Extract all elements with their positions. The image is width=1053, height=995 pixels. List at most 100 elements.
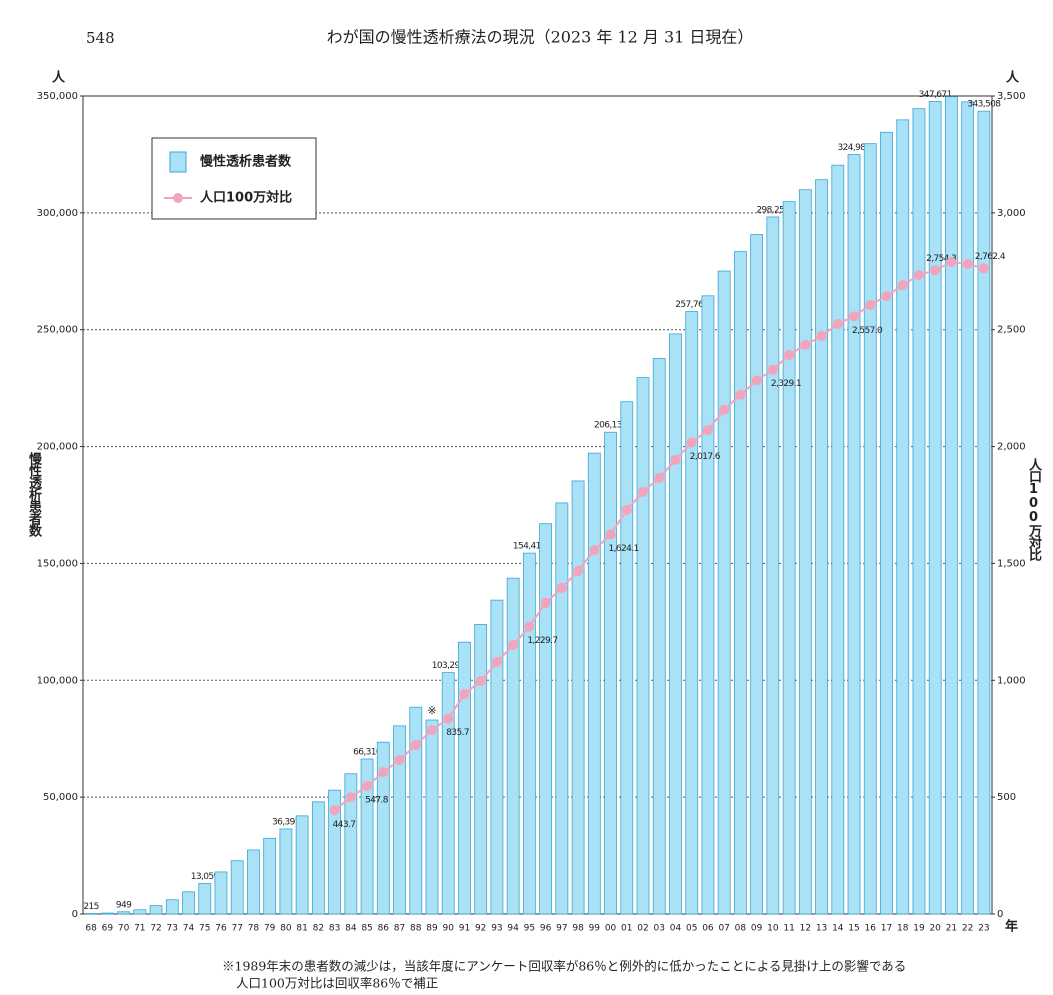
bar [393,725,406,915]
plot-frame [82,95,993,915]
line-point [702,424,713,435]
x-tick-label: 14 [832,924,844,934]
line-point [540,597,551,608]
x-tick-label: 02 [637,924,648,934]
bar [425,719,439,915]
bar [311,801,325,915]
bar [945,96,958,915]
line-point [751,375,762,386]
line-point [426,725,437,736]
x-tick-label: 91 [459,924,470,934]
bar [84,913,98,915]
bar [198,883,212,915]
line-point [654,472,665,483]
x-tick-label: 73 [167,924,178,934]
x-tick-label: 77 [231,924,242,934]
x-tick-label: 03 [654,924,665,934]
line-value-label: 2,762.4 [975,252,1006,262]
line-point [378,767,389,778]
x-tick-label: 19 [913,924,925,934]
bar-value-label: 154,413 [513,542,546,552]
y-tick-label: 300,000 [37,208,78,219]
line-point [459,689,470,700]
line-point [978,263,989,274]
bar-value-label: 324,986 [838,143,872,153]
bar [636,377,650,915]
bar [717,270,731,915]
bar [555,502,569,915]
bar [133,909,147,915]
x-tick-label: 10 [767,924,779,934]
line-point [362,780,373,791]
line-value-label: 547.8 [365,795,389,805]
bar [117,911,130,915]
line-point [638,486,649,497]
line-point [800,339,811,350]
y-tick-label: 100,000 [37,675,78,686]
line-point [410,740,421,751]
x-tick-label: 98 [572,924,584,934]
line-point [832,318,843,329]
y2-tick-label: 2,000 [997,442,1026,453]
line-point [719,404,730,415]
line-point [735,389,746,400]
line-value-label: 443.7 [333,820,356,830]
bar-value-label: 66,310 [353,748,382,758]
y-tick-label: 250,000 [37,325,78,336]
line-point [767,364,778,375]
x-tick-label: 79 [264,924,276,934]
bar [912,108,926,915]
bar [766,216,780,915]
y-tick-label: 350,000 [37,91,78,102]
legend-label: 慢性透析患者数 [200,154,292,170]
x-tick-label: 07 [718,924,729,934]
line-point [621,504,632,515]
line-point [962,259,973,270]
bar [100,912,114,915]
line-value-label: 2,754.3 [926,254,956,264]
line-value-label: 1,229.7 [527,636,557,646]
x-tick-label: 86 [378,924,390,934]
x-tick-label: 06 [702,924,714,934]
line-point [686,437,697,448]
line-point [508,639,519,650]
line-point [475,675,486,686]
line-point [930,265,941,276]
bar [847,154,861,915]
line-point [345,792,356,803]
line-point [605,529,616,540]
bar [295,815,309,915]
y2-tick-label: 3,000 [997,208,1026,219]
x-tick-label: 82 [313,924,324,934]
bar [571,480,585,915]
bar [165,899,179,915]
bar [604,431,617,915]
bar [685,311,699,915]
line-point [881,291,892,302]
bar [328,789,342,915]
x-tick-label: 71 [134,924,145,934]
line-point [329,805,340,816]
bar [409,706,423,915]
x-tick-label: 97 [556,924,567,934]
x-tick-label: 74 [183,924,195,934]
y2-tick-label: 0 [997,909,1003,920]
line-value-label: 2,017.6 [690,452,721,462]
bar [230,860,244,915]
x-tick-label: 87 [394,924,405,934]
bar [928,101,942,915]
x-axis-title: 年 [1005,919,1018,935]
x-tick-label: 95 [524,924,535,934]
x-tick-label: 69 [102,924,114,934]
y2-tick-label: 3,500 [997,91,1026,102]
footnote: 人口100万対比は回収率86％で補正 [236,976,438,991]
y2-tick-label: 2,500 [997,325,1026,336]
annotation: ※ [427,704,436,717]
bar-value-label: 206,134 [594,421,628,431]
line-value-label: 1,624.1 [609,544,639,554]
bar [182,891,195,915]
line-point [573,565,584,576]
bar-value-label: 103,296 [432,661,466,671]
x-tick-label: 93 [491,924,502,934]
